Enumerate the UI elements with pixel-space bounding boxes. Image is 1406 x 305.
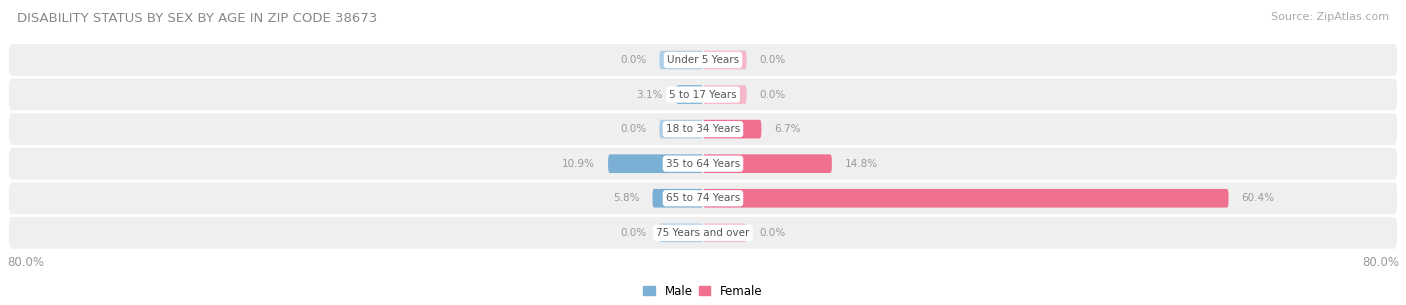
Text: 75 Years and over: 75 Years and over xyxy=(657,228,749,238)
FancyBboxPatch shape xyxy=(703,51,747,69)
Text: 18 to 34 Years: 18 to 34 Years xyxy=(666,124,740,134)
Text: 80.0%: 80.0% xyxy=(1362,256,1399,269)
FancyBboxPatch shape xyxy=(8,113,1398,145)
Text: 0.0%: 0.0% xyxy=(759,55,786,65)
Text: 0.0%: 0.0% xyxy=(620,55,647,65)
Text: 0.0%: 0.0% xyxy=(620,124,647,134)
FancyBboxPatch shape xyxy=(676,85,703,104)
FancyBboxPatch shape xyxy=(659,51,703,69)
Text: 14.8%: 14.8% xyxy=(845,159,877,169)
Text: 35 to 64 Years: 35 to 64 Years xyxy=(666,159,740,169)
Text: 6.7%: 6.7% xyxy=(775,124,801,134)
Text: Source: ZipAtlas.com: Source: ZipAtlas.com xyxy=(1271,12,1389,22)
FancyBboxPatch shape xyxy=(8,217,1398,249)
Text: 80.0%: 80.0% xyxy=(7,256,44,269)
FancyBboxPatch shape xyxy=(703,189,1229,208)
Text: 0.0%: 0.0% xyxy=(620,228,647,238)
FancyBboxPatch shape xyxy=(8,79,1398,110)
Text: Under 5 Years: Under 5 Years xyxy=(666,55,740,65)
FancyBboxPatch shape xyxy=(652,189,703,208)
FancyBboxPatch shape xyxy=(703,224,747,242)
FancyBboxPatch shape xyxy=(8,44,1398,76)
FancyBboxPatch shape xyxy=(703,154,832,173)
FancyBboxPatch shape xyxy=(659,224,703,242)
Text: 5 to 17 Years: 5 to 17 Years xyxy=(669,90,737,99)
Text: 10.9%: 10.9% xyxy=(562,159,595,169)
Text: 65 to 74 Years: 65 to 74 Years xyxy=(666,193,740,203)
FancyBboxPatch shape xyxy=(8,182,1398,214)
FancyBboxPatch shape xyxy=(703,120,762,138)
FancyBboxPatch shape xyxy=(659,120,703,138)
FancyBboxPatch shape xyxy=(8,148,1398,180)
FancyBboxPatch shape xyxy=(703,85,747,104)
Text: DISABILITY STATUS BY SEX BY AGE IN ZIP CODE 38673: DISABILITY STATUS BY SEX BY AGE IN ZIP C… xyxy=(17,12,377,25)
Text: 0.0%: 0.0% xyxy=(759,228,786,238)
Legend: Male, Female: Male, Female xyxy=(638,280,768,302)
Text: 5.8%: 5.8% xyxy=(613,193,640,203)
Text: 3.1%: 3.1% xyxy=(637,90,664,99)
Text: 0.0%: 0.0% xyxy=(759,90,786,99)
FancyBboxPatch shape xyxy=(607,154,703,173)
Text: 60.4%: 60.4% xyxy=(1241,193,1274,203)
